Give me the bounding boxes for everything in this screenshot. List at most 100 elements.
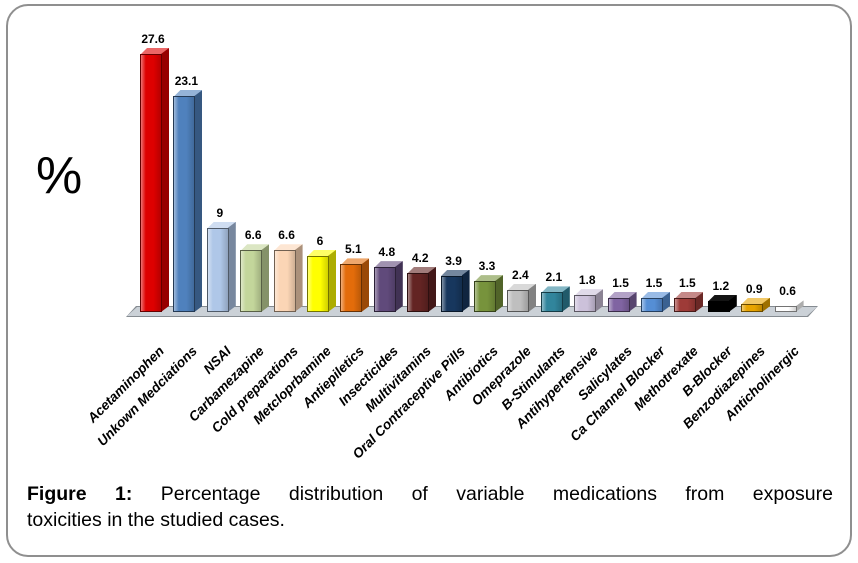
bar-side-face [561,286,570,312]
bar-front-face [507,289,530,312]
bar-side-face [161,47,169,312]
figure-caption-text2: toxicities in the studied cases. [27,509,285,531]
bar-side-face [227,221,236,312]
bar-side-face [728,294,737,312]
bar-front-face [240,250,263,312]
bar-antibiotics [474,275,503,312]
bar-nsai [206,221,236,312]
bar-top-face [273,244,303,252]
bar-value-label: 5.1 [345,242,362,257]
bar-b-stimulants [540,286,570,312]
bar-top-face [407,266,437,274]
bar-side-face [528,283,537,312]
bar-value-label: 4.8 [378,245,396,260]
bar-side-face [628,291,637,312]
bar-side-face [662,291,670,312]
bar-value-label: 1.5 [645,275,663,290]
bar-top-face [741,297,771,305]
bar-value-label: 2.1 [545,270,563,285]
bar-side-face [294,244,303,312]
bar-top-face [641,291,670,299]
bar-antihypertensive [574,289,604,312]
bar-value-label: 6.6 [244,228,262,243]
bar-side-face [695,291,704,312]
bar-value-label: 1.8 [578,273,596,288]
figure-caption-text1: Percentage distribution of variable medi… [160,483,833,505]
y-axis-unit-label: % [36,147,83,205]
bar-value-label: 3.3 [478,259,496,274]
bar-front-face [140,53,162,312]
bar-chart: 27.6 Acetaminophen 23.1 Unkown Medciations 9… [85,31,858,462]
bar-antiepiletics [340,258,370,312]
bar-side-face [394,261,403,312]
bar-side-face [762,297,771,312]
bar-top-face [507,283,537,291]
bar-top-face [340,258,370,266]
bar-value-label: 6 [316,233,324,248]
bar-side-face [328,249,336,312]
bar-unkown-medciations [173,90,203,312]
bar-front-face [707,300,730,312]
bar-side-face [428,266,437,312]
chart-floor [126,306,818,317]
bar-value-label: 4.2 [411,250,429,265]
bar-top-face [373,261,403,269]
bar-front-face [540,292,563,312]
bar-top-face [674,291,704,299]
bar-value-label: 3.9 [445,253,462,268]
bar-front-face [273,250,296,312]
bar-top-face [240,244,270,252]
bar-benzodiazepines [741,297,771,312]
bar-front-face [474,281,496,312]
bar-side-face [194,90,203,312]
bar-top-face [707,294,737,302]
bar-front-face [607,297,630,312]
bar-front-face [173,96,196,312]
bar-side-face [261,244,270,312]
bar-front-face [340,264,363,312]
bar-side-face [795,300,804,312]
bar-multivitamins [407,266,437,312]
bar-value-label: 27.6 [141,31,165,46]
bar-oral-contraceptive-pills [440,269,470,312]
bar-anticholinergic [774,300,804,312]
bar-front-face [407,272,430,312]
bar-salicylates [607,291,637,312]
bar-value-label: 2.4 [512,267,529,282]
bar-top-face [206,221,236,229]
bar-value-label: 23.1 [174,74,199,88]
bar-side-face [361,258,370,312]
bar-front-face [641,297,663,312]
bar-side-face [461,269,470,312]
chart-floor-surface [127,307,817,316]
bar-front-face [373,267,396,312]
bar-value-label: 1.5 [679,275,696,290]
bar-cold-preparations [273,244,303,312]
bar-acetaminophen [140,47,169,312]
bar-methotrexate [674,291,704,312]
bar-top-face [774,300,804,308]
bar-b-blocker [707,294,737,312]
bar-value-label: 0.9 [745,281,763,296]
bar-top-face [540,286,570,294]
bar-top-face [140,47,169,55]
bar-front-face [440,275,463,312]
bar-metcloprbamine [307,249,336,312]
bar-top-face [574,289,604,297]
bar-carbamezapine [240,244,270,312]
figure-caption: Figure 1: Percentage distribution of var… [27,481,833,533]
bar-value-label: 6.6 [278,228,295,243]
bar-value-label: 0.6 [779,284,796,299]
bar-top-face [607,291,637,299]
bar-insecticides [373,261,403,312]
bar-front-face [307,255,329,312]
bar-value-label: 9 [216,205,224,220]
bar-value-label: 1.5 [612,275,629,290]
bar-side-face [495,275,503,312]
bar-top-face [474,275,503,283]
bar-value-label: 1.2 [712,278,730,293]
bar-ca-channel-blocker [641,291,670,312]
bar-side-face [595,289,604,312]
bar-front-face [774,306,797,312]
